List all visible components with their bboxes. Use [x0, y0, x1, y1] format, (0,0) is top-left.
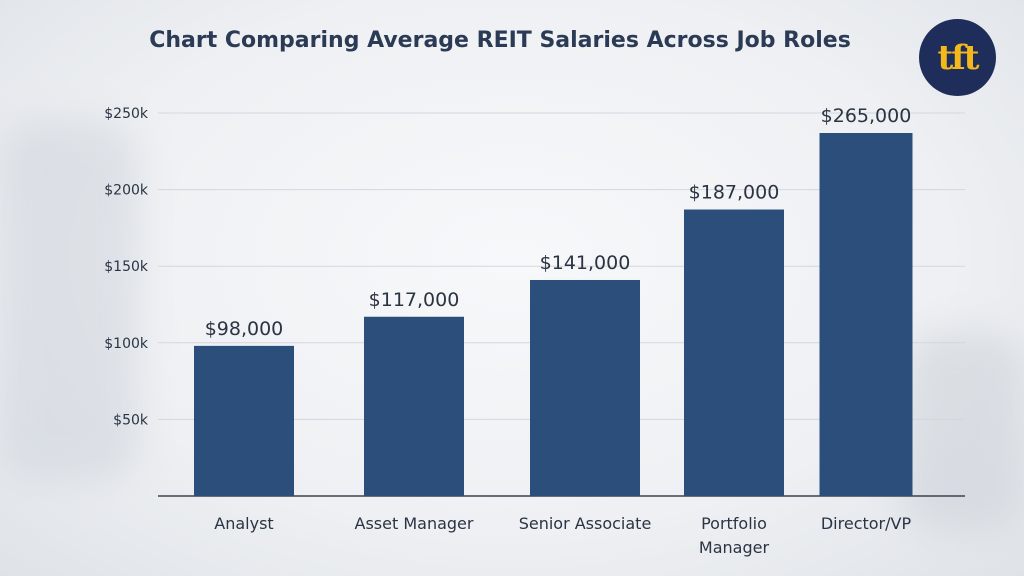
y-tick-label: $150k	[104, 259, 149, 275]
background-blur	[0, 120, 140, 480]
x-tick-label: Director/VP	[821, 514, 912, 533]
data-label: $187,000	[689, 182, 780, 204]
bar	[530, 279, 640, 496]
bar	[194, 345, 294, 496]
data-label: $141,000	[540, 252, 631, 274]
tft-logo: tft	[919, 19, 996, 96]
data-label: $98,000	[205, 318, 284, 340]
y-tick-label: $250k	[104, 106, 149, 122]
chart-title: Chart Comparing Average REIT Salaries Ac…	[149, 28, 851, 53]
bar	[684, 209, 784, 497]
bar	[819, 133, 913, 496]
y-tick-label: $200k	[104, 183, 149, 199]
x-tick-label: Senior Associate	[519, 514, 652, 533]
bar	[364, 316, 464, 496]
x-tick-label: Portfolio Manager	[699, 514, 770, 557]
data-label: $117,000	[369, 289, 460, 311]
x-tick-label: Analyst	[214, 514, 273, 533]
y-tick-label: $50k	[113, 412, 149, 428]
x-tick-label: Asset Manager	[355, 514, 474, 533]
y-tick-label: $100k	[104, 336, 149, 352]
data-label: $265,000	[821, 105, 912, 127]
